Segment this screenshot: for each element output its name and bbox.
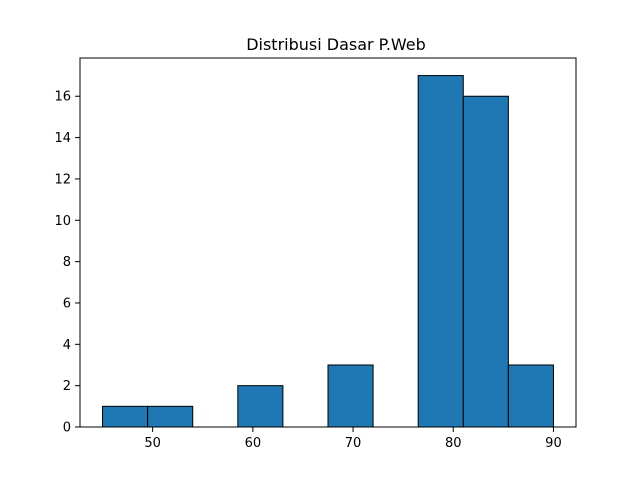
x-tick-label-4: 90 [545, 436, 562, 451]
y-tick-label-2: 4 [63, 338, 71, 353]
y-tick-label-8: 16 [54, 90, 71, 105]
histogram-bar-3 [237, 385, 284, 428]
y-tick-label-0: 0 [63, 421, 71, 436]
histogram-bar-7 [417, 75, 464, 428]
histogram-bar-9 [507, 364, 554, 428]
y-tick-label-5: 10 [54, 214, 71, 229]
y-tick-label-7: 14 [54, 131, 71, 146]
y-axis-ticks: 0 2 4 6 8 10 12 14 16 [54, 90, 80, 436]
y-tick-label-6: 12 [54, 172, 71, 187]
x-axis-ticks: 50 60 70 80 90 [144, 427, 562, 451]
histogram-bar-1 [147, 405, 194, 428]
x-tick-label-2: 70 [345, 436, 362, 451]
chart-title: Distribusi Dasar P.Web [246, 35, 426, 54]
histogram-bar-0 [102, 405, 149, 428]
histogram-bar-8 [462, 95, 509, 428]
bars-group [102, 75, 554, 428]
histogram-bar-5 [327, 364, 374, 428]
x-tick-label-1: 60 [245, 436, 262, 451]
x-tick-label-3: 80 [445, 436, 462, 451]
y-tick-label-4: 8 [63, 255, 71, 270]
x-tick-label-0: 50 [144, 436, 161, 451]
y-tick-label-1: 2 [63, 379, 71, 394]
plot-frame [79, 57, 577, 428]
y-tick-label-3: 6 [63, 296, 71, 311]
